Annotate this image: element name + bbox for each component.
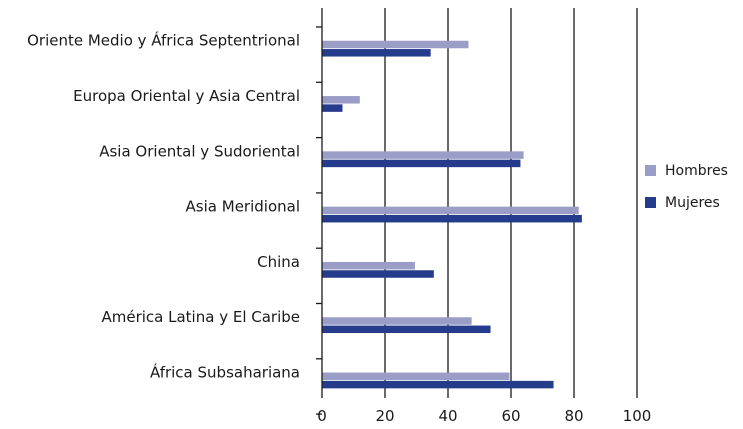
bars	[322, 40, 582, 389]
bar-hombres-1	[322, 96, 360, 104]
category-label: Asia Meridional	[186, 198, 300, 216]
x-tick-label: 0	[317, 407, 327, 425]
bar-hombres-4	[322, 261, 415, 270]
x-tick-label: 60	[501, 407, 520, 425]
category-label: América Latina y El Caribe	[101, 308, 300, 326]
x-tick-labels: 0 20 40 60 80 100	[317, 407, 651, 425]
x-tick-label: 100	[623, 407, 652, 425]
bar-hombres-0	[322, 40, 469, 49]
x-tick-label: 20	[375, 407, 394, 425]
bar-mujeres-5	[322, 325, 491, 334]
bar-hombres-5	[322, 317, 472, 325]
category-label: China	[257, 253, 300, 271]
bar-mujeres-3	[322, 214, 582, 223]
category-label: Europa Oriental y Asia Central	[73, 87, 300, 105]
grid-lines	[384, 8, 638, 398]
legend: Hombres Mujeres	[645, 163, 728, 211]
legend-swatch-hombres	[645, 165, 656, 176]
bar-mujeres-2	[322, 159, 521, 168]
bar-hombres-2	[322, 151, 524, 159]
bar-hombres-3	[322, 206, 579, 215]
y-axis	[316, 8, 323, 415]
legend-label-hombres: Hombres	[665, 163, 728, 179]
category-label: África Subsahariana	[150, 362, 300, 381]
category-label: Oriente Medio y África Septentrional	[27, 31, 300, 50]
bar-mujeres-0	[322, 49, 431, 57]
bar-hombres-6	[322, 372, 510, 381]
category-label: Asia Oriental y Sudoriental	[99, 142, 300, 160]
bar-mujeres-6	[322, 380, 554, 389]
bar-mujeres-1	[322, 104, 343, 112]
legend-label-mujeres: Mujeres	[665, 195, 720, 211]
category-labels: Oriente Medio y África Septentrional Euro…	[27, 31, 300, 382]
x-tick-label: 40	[438, 407, 457, 425]
legend-swatch-mujeres	[645, 197, 656, 208]
x-tick-label: 80	[564, 407, 583, 425]
bar-mujeres-4	[322, 270, 434, 278]
